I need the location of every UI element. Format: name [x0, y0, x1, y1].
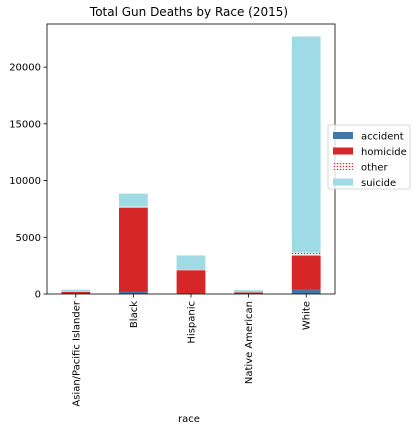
x-tick-label: Black: [129, 301, 140, 328]
legend-swatch-suicide: [333, 178, 353, 186]
x-tick-label: White: [302, 301, 313, 330]
bar-hispanic-suicide: [176, 255, 206, 270]
chart-title: Total Gun Deaths by Race (2015): [89, 5, 288, 19]
bar-white-other: [291, 252, 321, 256]
bar-asian-pacific-islander-homicide: [61, 291, 91, 294]
legend-label-other: other: [361, 163, 389, 174]
legend-label-homicide: homicide: [361, 147, 407, 158]
bar-black-homicide: [119, 207, 148, 292]
legend-label-accident: accident: [361, 132, 404, 143]
bar-white-suicide: [291, 36, 321, 253]
bar-black-suicide: [119, 193, 148, 207]
y-tick-label: 20000: [9, 63, 41, 74]
bar-white-accident: [291, 289, 321, 294]
x-tick-label: Hispanic: [187, 301, 198, 344]
bar-native-american-homicide: [234, 292, 263, 294]
bar-asian-pacific-islander-suicide: [61, 289, 91, 292]
legend-swatch-homicide: [333, 147, 353, 155]
bar-native-american-suicide: [234, 290, 263, 293]
bar-white-homicide: [291, 255, 321, 290]
bar-hispanic-homicide: [176, 270, 206, 294]
y-axis: 0 5000 10000 15000 20000: [9, 63, 47, 301]
legend-swatch-other: [333, 163, 353, 170]
legend: accident homicide other suicide: [327, 124, 411, 190]
legend-frame: [327, 124, 411, 190]
legend-swatch-accident: [333, 132, 353, 139]
y-tick-label: 5000: [16, 233, 41, 244]
bar-black-accident: [119, 291, 148, 294]
x-tick-label: Native American: [244, 301, 255, 384]
plot-area: [46, 23, 336, 295]
x-axis-label: race: [178, 414, 200, 425]
y-tick-label: 10000: [9, 176, 41, 187]
x-axis: Asian/Pacific Islander Black Hispanic Nativ…: [71, 294, 313, 407]
legend-label-suicide: suicide: [361, 178, 396, 189]
x-tick-label: Asian/Pacific Islander: [71, 300, 82, 407]
y-tick-label: 0: [35, 290, 41, 301]
bar-black-other: [119, 206, 148, 208]
y-tick-label: 15000: [9, 119, 41, 130]
